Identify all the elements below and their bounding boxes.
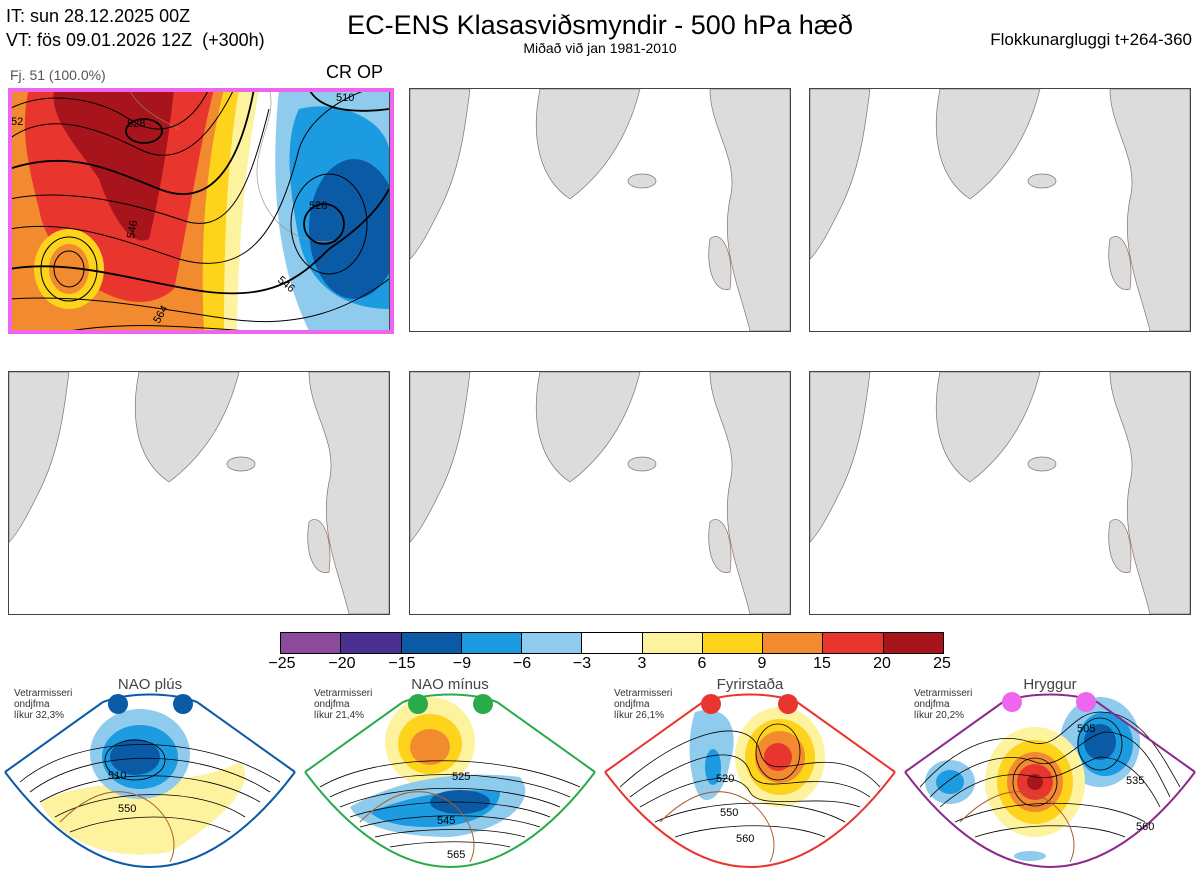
colorbar-tick: 25 <box>933 655 951 672</box>
cluster-panel-5[interactable] <box>409 371 791 615</box>
colorbar-swatch <box>883 633 943 653</box>
cluster-panel-2[interactable] <box>409 88 791 332</box>
colorbar-swatch <box>763 633 824 653</box>
cluster-panel-6[interactable] <box>809 371 1191 615</box>
colorbar-tick: 20 <box>873 655 891 672</box>
contour-label: 546 <box>125 219 140 239</box>
colorbar-swatch <box>582 633 643 653</box>
empty-map <box>810 89 1190 331</box>
colorbar-tick: −6 <box>512 655 532 672</box>
contour-label: 525 <box>452 771 470 783</box>
colorbar-tick: −20 <box>328 655 356 672</box>
contour-label: 550 <box>118 803 136 815</box>
regime-name: Fyrirstaða <box>716 676 784 693</box>
empty-map <box>9 372 389 614</box>
regime-probability: Vetrarmisseri ondjfma líkur 20,2% <box>914 688 973 721</box>
colorbar-swatch <box>642 633 703 653</box>
regime-probability: Vetrarmisseri ondjfma líkur 26,1% <box>614 688 673 721</box>
colorbar-swatch <box>522 633 583 653</box>
colorbar-tick: 6 <box>697 655 707 672</box>
regime-name: NAO plús <box>117 676 183 693</box>
colorbar-tick: 3 <box>637 655 647 672</box>
page-subtitle: Miðað við jan 1981-2010 <box>523 40 677 56</box>
colorbar-swatch <box>461 633 523 653</box>
contour-label: 560 <box>1136 821 1154 833</box>
cluster-member-count: Fj. 51 (100.0%) <box>10 67 106 83</box>
colorbar-ticks: −25 −20 −15 −9 −6 −3 3 6 9 15 20 25 <box>262 655 962 675</box>
anomaly-colorbar <box>280 632 944 654</box>
cluster-panel-4[interactable] <box>8 371 390 615</box>
contour-label: 545 <box>437 815 455 827</box>
regime-nao-plus[interactable]: 510 550 NAO plús Vetrarmisseri ondjfma lík… <box>0 672 300 872</box>
empty-map <box>810 372 1190 614</box>
regime-name: NAO mínus <box>411 676 489 693</box>
regime-probability: Vetrarmisseri ondjfma líkur 32,3% <box>14 688 73 721</box>
contour-label: 510 <box>108 770 126 782</box>
contour-label: 565 <box>447 849 465 861</box>
colorbar-tick: −25 <box>268 655 296 672</box>
contour-label: 550 <box>720 807 738 819</box>
cluster-map-1: 528 528 546 546 564 510 52 <box>9 89 389 331</box>
page-title: EC-ENS Klasasviðsmyndir - 500 hPa hæð <box>347 10 853 40</box>
cluster-tag: CR OP <box>326 62 384 82</box>
valid-time: VT: fös 09.01.2026 12Z (+300h) <box>6 30 265 50</box>
cluster-panel-1[interactable]: 528 528 546 546 564 510 52 <box>8 88 390 332</box>
contour-label: 535 <box>1126 775 1144 787</box>
contour-label: 560 <box>736 833 754 845</box>
regime-probability: Vetrarmisseri ondjfma líkur 21,4% <box>314 688 373 721</box>
colorbar-tick: −15 <box>388 655 416 672</box>
contour-label: 505 <box>1077 723 1095 735</box>
contour-label: 520 <box>716 773 734 785</box>
colorbar-swatch <box>341 633 402 653</box>
regime-blocking[interactable]: 520 550 560 Fyrirstaða Vetrarmisseri ondj… <box>600 672 900 872</box>
colorbar-swatch <box>823 633 884 653</box>
contour-label: 52 <box>11 116 23 128</box>
regime-name: Hryggur <box>1023 676 1077 693</box>
cluster-panel-3[interactable] <box>809 88 1191 332</box>
colorbar-tick: −9 <box>452 655 472 672</box>
empty-map <box>410 372 790 614</box>
colorbar-swatch <box>702 633 764 653</box>
regime-ridge[interactable]: 505 535 560 Hryggur Vetrarmisseri ondjfma… <box>900 672 1200 872</box>
contour-label: 510 <box>336 92 354 104</box>
regime-nao-minus[interactable]: 525 545 565 NAO mínus Vetrarmisseri ondjf… <box>300 672 600 872</box>
colorbar-tick: 15 <box>813 655 831 672</box>
classification-window: Flokkunargluggi t+264-360 <box>990 30 1192 49</box>
header-times: IT: sun 28.12.2025 00Z VT: fös 09.01.2026… <box>6 4 265 52</box>
contour-label: 528 <box>309 200 327 212</box>
colorbar-swatch <box>281 633 342 653</box>
init-time: IT: sun 28.12.2025 00Z <box>6 6 191 26</box>
contour-label: 528 <box>127 118 145 130</box>
colorbar-swatch <box>401 633 462 653</box>
colorbar-tick: −3 <box>572 655 592 672</box>
empty-map <box>410 89 790 331</box>
colorbar-tick: 9 <box>757 655 767 672</box>
